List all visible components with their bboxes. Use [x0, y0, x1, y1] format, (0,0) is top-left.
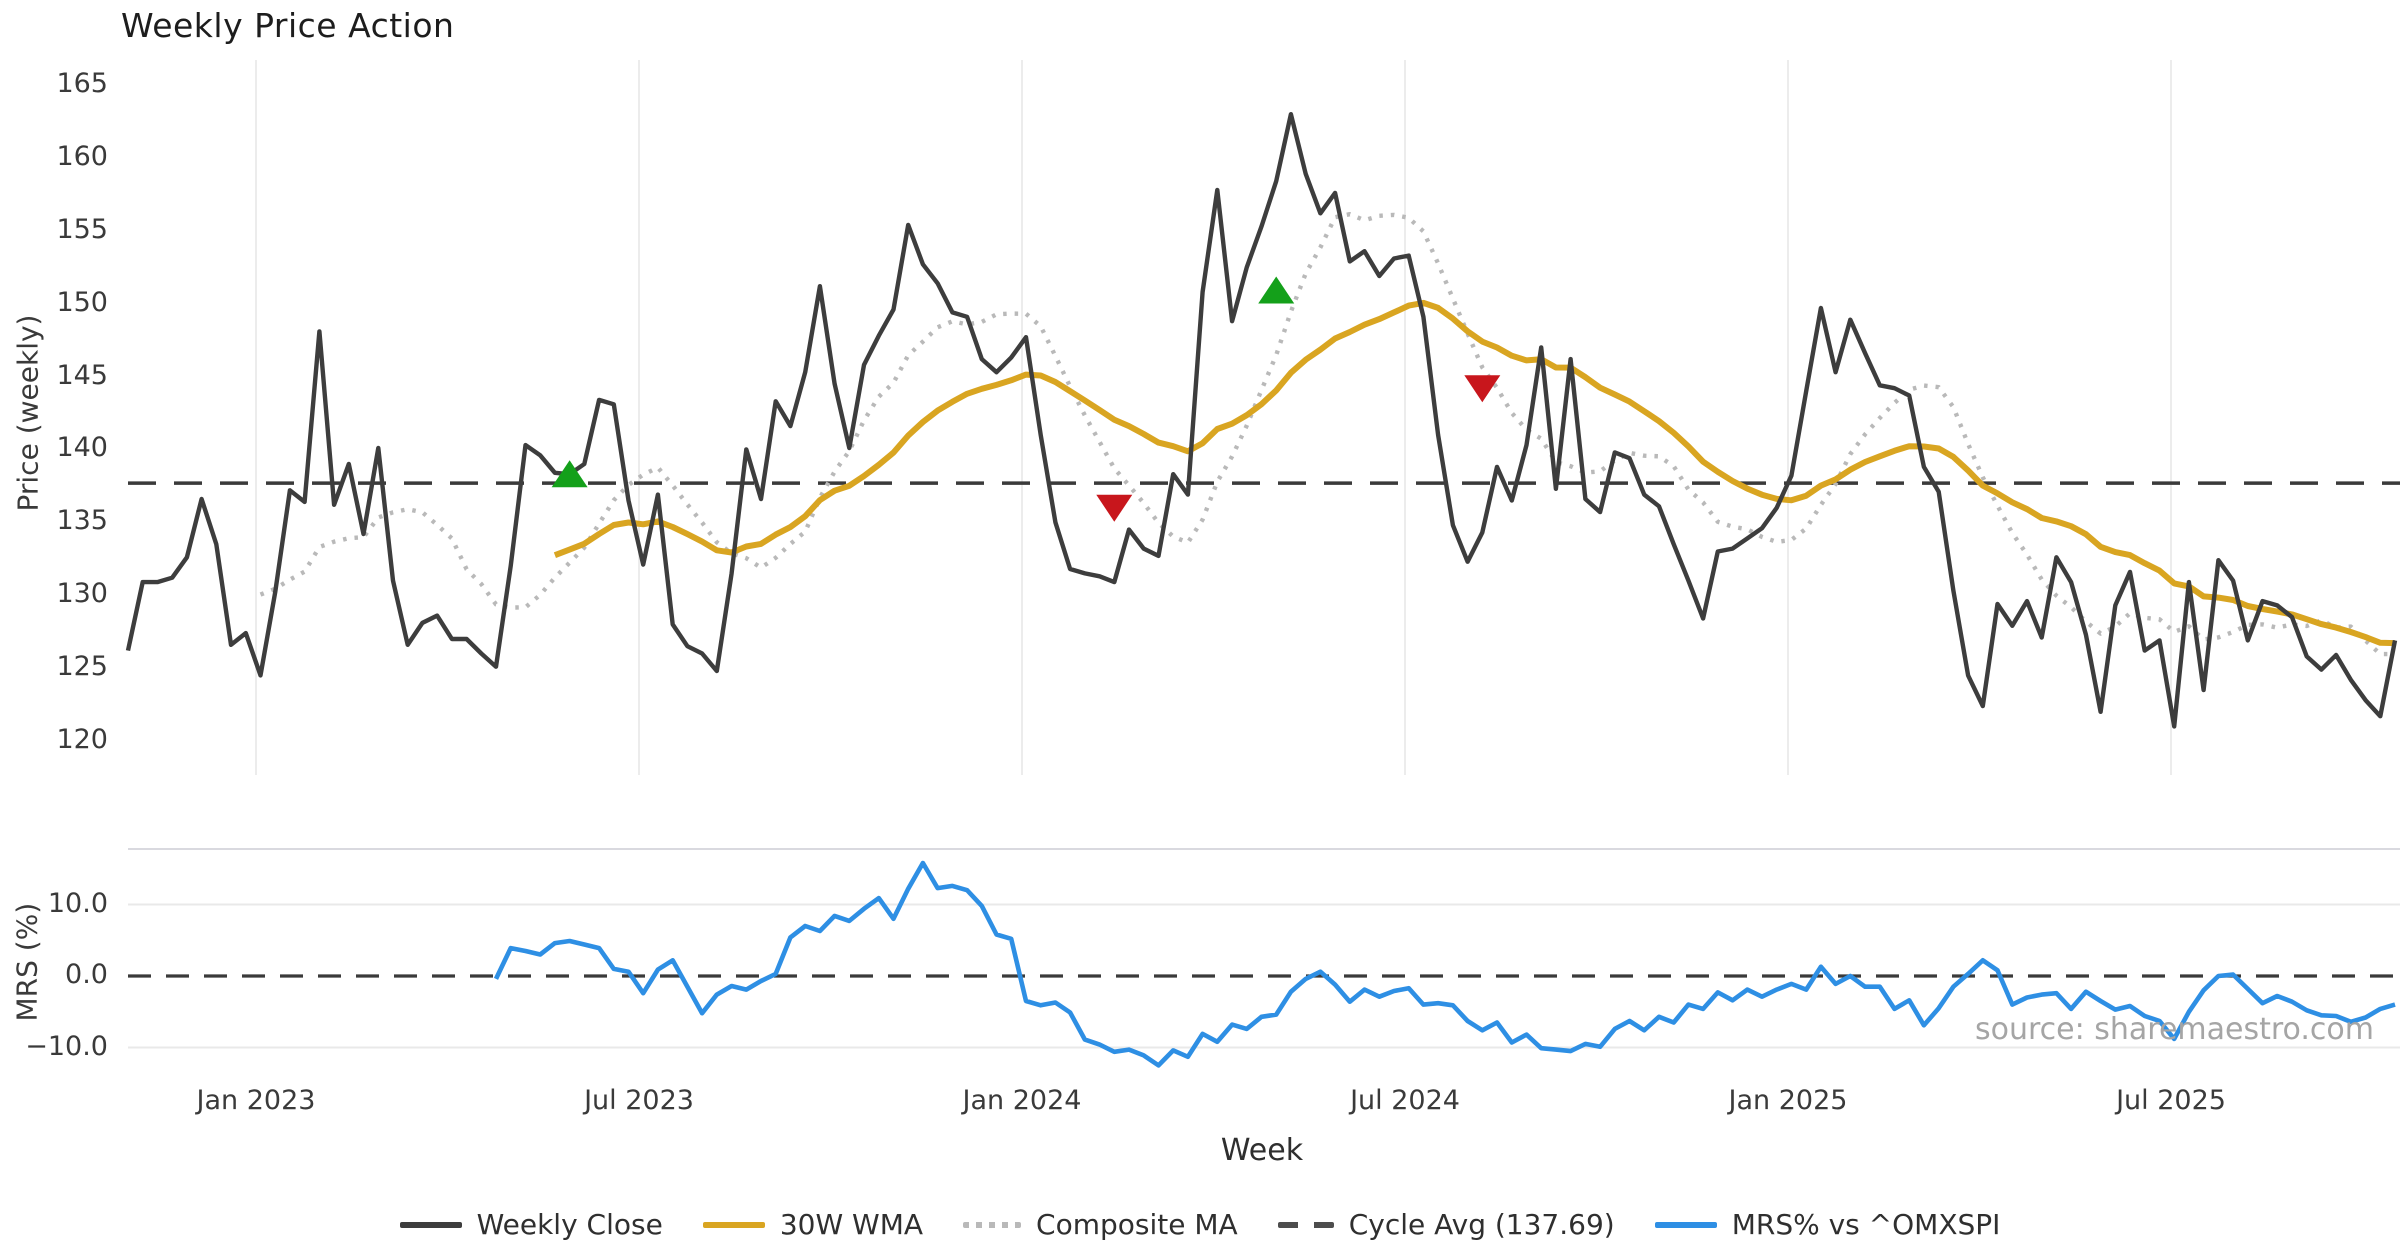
- price-tick-label: 135: [56, 505, 108, 537]
- x-tick-label: Jan 2025: [1728, 1085, 1848, 1116]
- legend-item: 30W WMA: [702, 1208, 924, 1241]
- x-tick-label: Jul 2023: [584, 1085, 694, 1116]
- x-tick-label: Jan 2023: [196, 1085, 316, 1116]
- price-tick-label: 150: [56, 286, 108, 318]
- legend-item: Composite MA: [963, 1208, 1238, 1241]
- legend-swatch-dotted: [963, 1221, 1022, 1228]
- price-tick-label: 120: [56, 724, 108, 755]
- legend-swatch-solid: [1654, 1221, 1717, 1228]
- price-tick-label: 160: [56, 140, 108, 172]
- legend-label: Composite MA: [1036, 1208, 1238, 1241]
- legend-label: Weekly Close: [476, 1208, 663, 1241]
- sell-signal-marker: [1464, 375, 1501, 403]
- wma-30w-line: [553, 299, 2396, 647]
- price-tick-label: 130: [56, 578, 108, 610]
- price-tick-label: 140: [56, 432, 108, 464]
- legend-item: MRS% vs ^OMXSPI: [1654, 1208, 2001, 1241]
- legend-label: Cycle Avg (137.69): [1348, 1208, 1615, 1241]
- mrs-tick-label: −10.0: [25, 1030, 108, 1062]
- x-axis-label: Week: [1220, 1133, 1304, 1168]
- legend-label: MRS% vs ^OMXSPI: [1731, 1208, 2001, 1241]
- price-tick-label: 145: [56, 359, 108, 391]
- legend-item: Weekly Close: [399, 1208, 663, 1241]
- mrs-tick-label: 0.0: [65, 959, 108, 990]
- price-tick-label: 125: [56, 651, 108, 683]
- x-tick-label: Jan 2024: [962, 1085, 1082, 1116]
- legend-item: Cycle Avg (137.69): [1277, 1208, 1615, 1241]
- buy-signal-marker: [1258, 276, 1295, 304]
- buy-signal-marker: [551, 460, 588, 488]
- legend-swatch-solid: [702, 1221, 765, 1228]
- legend-label: 30W WMA: [779, 1208, 924, 1241]
- mrs-tick-label: 10.0: [47, 887, 108, 919]
- source-watermark: source: sharemaestro.com: [1975, 1012, 2374, 1047]
- x-tick-label: Jul 2025: [2116, 1085, 2226, 1116]
- chart-legend: Weekly Close 30W WMA Composite MA Cycle Avg…: [0, 1208, 2400, 1241]
- legend-swatch-solid: [399, 1221, 462, 1228]
- mrs-line: [493, 860, 2396, 1068]
- legend-swatch-dashed: [1277, 1221, 1334, 1228]
- price-tick-label: 155: [56, 213, 108, 245]
- sell-signal-marker: [1096, 494, 1133, 522]
- price-tick-label: 165: [56, 68, 108, 99]
- chart-title: Weekly Price Action: [121, 6, 455, 45]
- weekly-close-line: [125, 111, 2398, 729]
- x-tick-label: Jul 2024: [1350, 1085, 1460, 1116]
